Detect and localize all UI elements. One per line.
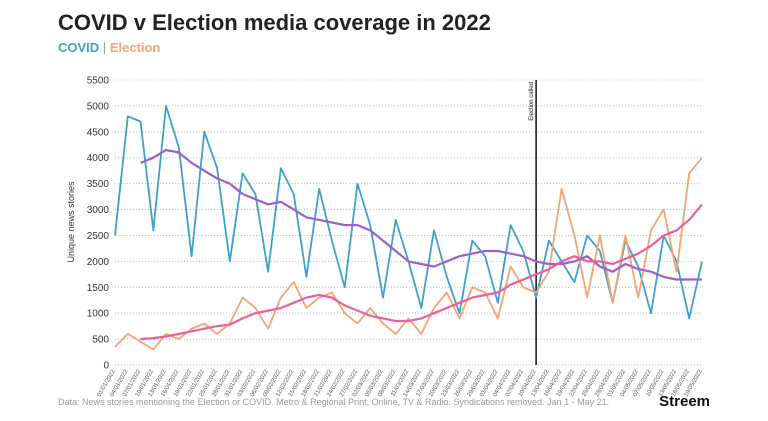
series-line bbox=[114, 105, 703, 320]
legend: COVID | Election bbox=[58, 40, 160, 55]
brand-logo: Streem bbox=[659, 393, 710, 410]
y-tick-label: 2500 bbox=[87, 231, 110, 242]
series-line bbox=[114, 157, 703, 351]
series-line bbox=[140, 148, 702, 281]
legend-entry: COVID bbox=[58, 40, 99, 55]
legend-separator: | bbox=[103, 40, 106, 55]
y-tick-label: 1500 bbox=[87, 283, 110, 294]
event-label: Election called bbox=[529, 82, 535, 121]
y-tick-label: 4000 bbox=[87, 153, 110, 164]
y-tick-label: 5500 bbox=[87, 76, 110, 87]
y-tick-label: 1000 bbox=[87, 309, 110, 320]
y-tick-label: 3500 bbox=[87, 179, 110, 190]
y-tick-label: 4500 bbox=[87, 127, 110, 138]
y-axis-label: Unique news stories bbox=[66, 181, 76, 263]
y-tick-label: 3000 bbox=[87, 205, 110, 216]
y-tick-label: 2000 bbox=[87, 257, 110, 268]
y-tick-label: 500 bbox=[92, 335, 109, 346]
chart-title: COVID v Election media coverage in 2022 bbox=[58, 10, 491, 35]
y-tick-label: 5000 bbox=[87, 101, 110, 112]
legend-entry: Election bbox=[110, 40, 161, 55]
source-note: Data: News stories mentioning the Electi… bbox=[58, 397, 609, 407]
y-tick-label: 0 bbox=[103, 361, 109, 372]
series-line bbox=[140, 203, 703, 341]
